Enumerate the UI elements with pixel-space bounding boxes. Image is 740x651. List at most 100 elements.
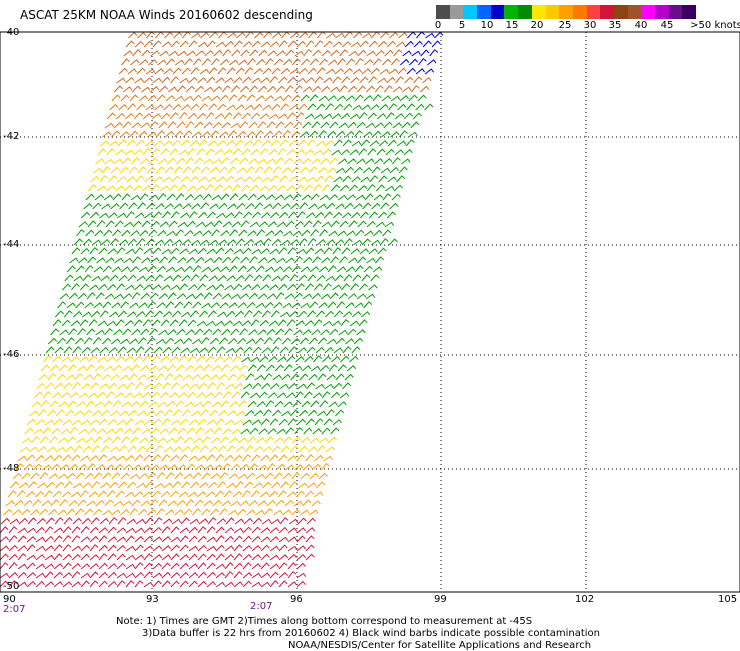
wind-barb: [360, 176, 370, 183]
wind-barb: [155, 31, 165, 39]
wind-barb: [247, 58, 256, 66]
wind-barb: [166, 400, 176, 408]
wind-barb: [273, 509, 283, 516]
wind-barb: [342, 382, 352, 390]
wind-barb: [301, 365, 312, 372]
wind-barb: [156, 302, 166, 309]
wind-barb: [307, 237, 317, 246]
wind-barb: [269, 454, 279, 462]
wind-barb: [277, 148, 287, 156]
wind-barb: [189, 140, 200, 147]
wind-barb: [251, 581, 262, 588]
wind-barb: [288, 382, 298, 390]
wind-barb: [8, 562, 18, 570]
wind-barb: [296, 418, 306, 426]
wind-barb: [193, 230, 203, 237]
wind-barb: [258, 256, 268, 264]
wind-barb: [383, 85, 393, 93]
wind-barb: [96, 428, 106, 435]
wind-barb: [197, 211, 208, 219]
wind-barb: [187, 112, 198, 120]
wind-barb: [252, 139, 262, 147]
wind-barb: [185, 329, 195, 336]
wind-barb: [124, 149, 134, 156]
wind-barb: [312, 392, 323, 399]
wind-barb: [319, 437, 329, 444]
wind-barb: [113, 121, 123, 129]
wind-barb: [299, 202, 309, 210]
wind-barb: [339, 256, 348, 264]
wind-barb: [286, 491, 297, 498]
wind-barb: [382, 193, 392, 201]
wind-barb: [400, 58, 410, 66]
wind-barb: [44, 581, 54, 588]
wind-barb: [176, 85, 186, 93]
wind-barb: [275, 157, 285, 165]
wind-barb: [215, 454, 225, 462]
wind-barb: [310, 193, 320, 201]
wind-barb: [174, 338, 184, 345]
wind-barb: [434, 31, 444, 39]
wind-barb: [77, 499, 87, 507]
wind-barb: [304, 355, 314, 363]
wind-barb: [54, 517, 64, 525]
wind-barb: [185, 463, 195, 471]
wind-barb: [215, 572, 225, 579]
wind-barb: [378, 140, 389, 147]
wind-barb: [243, 383, 253, 390]
wind-barb: [144, 310, 154, 318]
wind-barb: [390, 131, 400, 138]
wind-barb: [229, 400, 239, 408]
wind-barb: [264, 472, 274, 480]
wind-barb: [202, 400, 212, 408]
wind-barb: [314, 454, 324, 462]
wind-barb: [206, 545, 217, 552]
wind-barb: [163, 238, 174, 246]
wind-barb: [137, 373, 147, 381]
wind-barb: [284, 499, 294, 507]
wind-barb: [216, 212, 226, 219]
wind-barb: [240, 391, 250, 399]
wind-barb: [279, 383, 289, 390]
wind-barb: [300, 266, 311, 273]
wind-barb: [312, 256, 322, 264]
wind-barb: [162, 176, 172, 183]
wind-barb: [105, 391, 115, 399]
wind-barb: [335, 32, 345, 39]
wind-barb: [213, 220, 223, 228]
wind-barb: [299, 31, 309, 39]
wind-barb: [122, 328, 132, 336]
wind-barb: [183, 95, 194, 102]
wind-barb: [298, 238, 308, 246]
wind-barb: [182, 374, 192, 381]
wind-barb: [291, 302, 301, 309]
wind-barb: [144, 517, 154, 525]
wind-barb: [320, 329, 330, 336]
wind-barb: [305, 212, 316, 219]
wind-barb: [249, 392, 260, 399]
wind-barb: [201, 436, 211, 444]
wind-barb: [163, 103, 173, 111]
wind-barb: [333, 382, 343, 390]
wind-barb: [232, 320, 243, 327]
wind-barb: [206, 536, 217, 543]
wind-barb: [119, 166, 129, 174]
wind-barb: [298, 274, 308, 282]
wind-barb: [275, 499, 285, 507]
wind-barb: [143, 553, 153, 561]
wind-barb: [221, 328, 231, 336]
wind-barb: [103, 400, 113, 408]
wind-barb: [361, 104, 371, 111]
pass-time-right: 2:07: [250, 601, 273, 612]
wind-barb: [290, 337, 301, 345]
wind-barb: [247, 193, 257, 201]
wind-barb: [241, 356, 251, 363]
wind-barb: [229, 365, 240, 372]
wind-barb: [242, 454, 252, 462]
wind-barb: [103, 229, 113, 237]
wind-barb: [351, 310, 362, 318]
wind-barb: [125, 527, 136, 534]
wind-barb: [177, 50, 187, 57]
wind-barb: [80, 572, 91, 579]
wind-barb: [44, 455, 54, 462]
